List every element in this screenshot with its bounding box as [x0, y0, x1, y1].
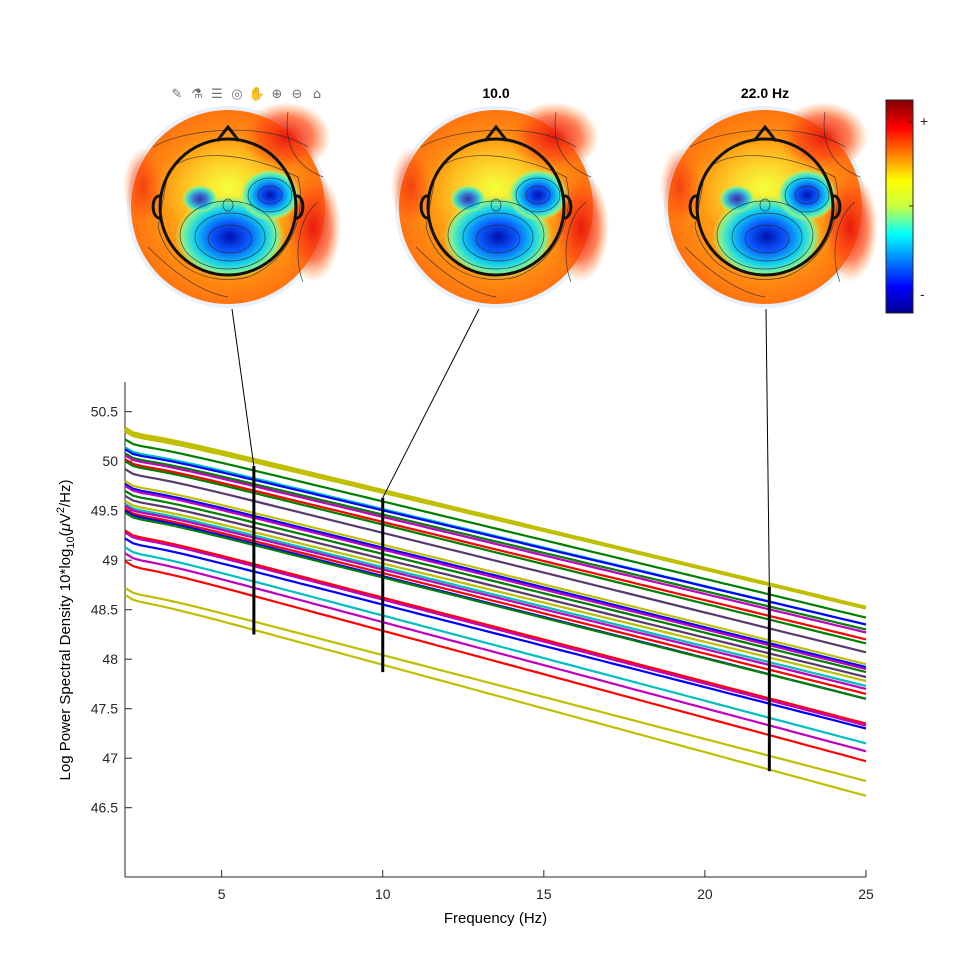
topomap-title: 22.0 Hz	[741, 85, 789, 101]
x-tick-label: 5	[218, 886, 226, 902]
series-line	[124, 483, 867, 669]
topomap-connectors	[231, 308, 770, 587]
x-tick-label: 10	[375, 886, 391, 902]
series-line	[124, 502, 867, 687]
series-line	[124, 438, 867, 619]
series-group	[123, 426, 867, 797]
x-tick-label: 25	[858, 886, 874, 902]
series-line	[124, 511, 867, 700]
colorbar-minus-label: -	[920, 286, 925, 302]
scalp-map	[121, 100, 343, 310]
x-tick-label: 20	[697, 886, 713, 902]
topomap-3	[658, 100, 880, 310]
home-icon[interactable]: ⌂	[312, 86, 322, 102]
series-line	[124, 430, 867, 609]
spectrum-plot: 5 10 15 20 25 46.5 47 47.5 48 48.5 49 49.5 50 50.5 Fre…	[55, 382, 874, 927]
series-line	[124, 537, 867, 730]
topomap-1	[121, 100, 343, 310]
colorbar: + -	[885, 99, 928, 314]
topomap-title: 10.0	[482, 85, 509, 101]
y-tick-label: 48	[102, 651, 118, 667]
topomap-2	[389, 100, 611, 310]
connector-line	[765, 308, 770, 587]
y-axis-label-part: 2	[55, 507, 67, 513]
zoom-in-icon[interactable]: ⊕	[271, 86, 283, 102]
series-line	[124, 499, 867, 683]
scalp-map	[658, 100, 880, 310]
y-tick-label: 49.5	[91, 503, 118, 519]
rotate-icon[interactable]: ◎	[231, 86, 243, 102]
zoom-out-icon[interactable]: ⊖	[291, 86, 303, 102]
series-line	[124, 560, 867, 763]
x-axis-label: Frequency (Hz)	[444, 910, 547, 927]
y-tick-label: 47.5	[91, 701, 118, 717]
scalp-map	[389, 100, 611, 310]
series-line	[124, 452, 867, 631]
pan-icon[interactable]: ✋	[248, 86, 266, 102]
colorbar-plus-label: +	[920, 113, 928, 129]
series-line	[124, 489, 867, 674]
series-line	[124, 460, 867, 645]
data-tip-icon[interactable]: ⚗	[191, 86, 203, 102]
series-line	[124, 586, 867, 783]
series-line	[124, 504, 867, 690]
series-line	[124, 507, 867, 695]
connector-line	[382, 308, 480, 499]
x-tick-label: 15	[536, 886, 552, 902]
series-line	[124, 531, 867, 727]
series-line	[124, 546, 867, 745]
y-tick-label: 47	[102, 750, 118, 766]
connector-line	[231, 308, 255, 467]
y-axis-label-part: 10	[65, 536, 77, 548]
topomaps: 10.0 22.0 Hz	[121, 85, 880, 310]
y-tick-label: 46.5	[91, 800, 118, 816]
series-line	[124, 552, 867, 753]
series-line	[124, 458, 867, 641]
colorbar-gradient	[885, 99, 914, 314]
y-axis-label-part: /Hz)	[57, 480, 74, 508]
series-line	[124, 494, 867, 679]
series-line	[124, 529, 867, 725]
series-line	[124, 468, 867, 654]
marker-lines	[252, 466, 771, 772]
y-tick-label: 48.5	[91, 602, 118, 618]
series-line	[124, 593, 867, 797]
y-axis-label-part: (	[57, 531, 74, 536]
figure-toolbar: ✎ ⚗ ☰ ◎ ✋ ⊕ ⊖ ⌂	[168, 85, 326, 103]
y-axis-label-part: μ	[57, 523, 74, 532]
series-line	[124, 484, 867, 671]
legend-icon[interactable]: ☰	[211, 86, 223, 102]
y-tick-label: 49	[102, 552, 118, 568]
series-line	[124, 480, 867, 666]
brush-icon[interactable]: ✎	[171, 86, 183, 102]
series-line	[124, 454, 867, 634]
y-axis-label-part: V	[57, 513, 74, 523]
series-line	[124, 448, 867, 626]
y-tick-label: 50	[102, 453, 118, 469]
y-tick-label: 50.5	[91, 404, 118, 420]
y-axis-label-part: Log Power Spectral Density 10*log	[57, 549, 74, 781]
y-axis-label: Log Power Spectral Density 10*log10(μV2/…	[55, 480, 77, 781]
